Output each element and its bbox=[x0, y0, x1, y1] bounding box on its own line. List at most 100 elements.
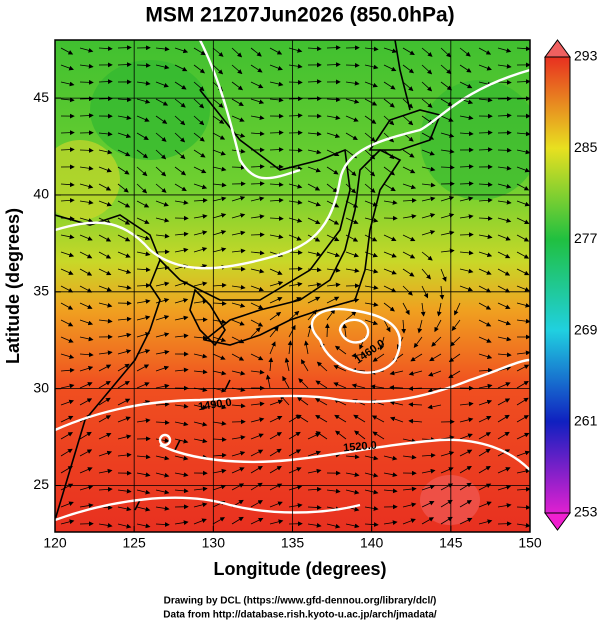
wind-arrow bbox=[288, 47, 303, 53]
wind-arrow bbox=[516, 450, 530, 457]
wind-arrow bbox=[478, 285, 492, 293]
wind-arrow bbox=[174, 64, 188, 72]
y-tick-label: 30 bbox=[33, 379, 49, 395]
wind-arrow bbox=[250, 214, 265, 220]
wind-arrow bbox=[231, 248, 246, 254]
wind-arrow bbox=[193, 438, 208, 444]
wind-arrow bbox=[212, 98, 224, 108]
wind-arrow bbox=[79, 319, 94, 326]
wind-arrow bbox=[383, 520, 398, 525]
wind-arrow bbox=[345, 80, 360, 86]
wind-arrow bbox=[231, 196, 246, 202]
wind-arrow bbox=[155, 298, 170, 304]
wind-arrow bbox=[155, 383, 170, 389]
wind-arrow bbox=[174, 247, 189, 253]
y-tick-label: 25 bbox=[33, 476, 49, 492]
wind-arrow bbox=[155, 315, 170, 321]
wind-arrow bbox=[307, 200, 321, 207]
wind-arrow bbox=[296, 414, 309, 423]
wind-arrow bbox=[345, 62, 360, 68]
wind-arrow bbox=[326, 132, 341, 139]
wind-arrow bbox=[268, 357, 274, 372]
wind-arrow bbox=[364, 166, 376, 177]
wind-arrow bbox=[284, 357, 290, 372]
wind-arrow bbox=[307, 323, 313, 338]
wind-arrow bbox=[193, 281, 208, 287]
wind-arrow bbox=[307, 505, 322, 510]
wind-arrow bbox=[459, 449, 473, 457]
wind-arrow bbox=[383, 488, 398, 494]
wind-arrow bbox=[60, 97, 75, 103]
wind-arrow bbox=[155, 281, 170, 287]
wind-arrow bbox=[174, 333, 189, 339]
wind-arrow bbox=[212, 517, 225, 525]
wind-arrow bbox=[316, 361, 328, 372]
wind-arrow bbox=[497, 113, 512, 118]
wind-arrow bbox=[231, 213, 246, 219]
wind-arrow bbox=[421, 196, 436, 202]
wind-arrow bbox=[516, 486, 530, 492]
wind-arrow bbox=[516, 251, 530, 259]
wind-arrow bbox=[298, 378, 309, 389]
wind-arrow bbox=[420, 302, 426, 317]
wind-arrow bbox=[410, 353, 423, 362]
wind-arrow bbox=[459, 466, 472, 474]
wind-arrow bbox=[193, 335, 208, 341]
wind-arrow bbox=[516, 268, 530, 276]
wind-arrow bbox=[117, 268, 132, 274]
wind-arrow bbox=[117, 363, 130, 372]
wind-arrow bbox=[212, 353, 226, 360]
wind-arrow bbox=[421, 81, 433, 92]
wind-arrow bbox=[421, 517, 435, 525]
wind-arrow bbox=[60, 64, 74, 71]
colorbar-tick-label: 269 bbox=[574, 321, 598, 337]
wind-arrow bbox=[250, 500, 263, 508]
wind-arrow bbox=[421, 166, 436, 172]
wind-arrow bbox=[231, 319, 245, 326]
wind-arrow bbox=[371, 415, 385, 423]
wind-arrow bbox=[269, 326, 279, 338]
wind-arrow bbox=[212, 484, 227, 491]
x-tick-label: 140 bbox=[360, 535, 384, 551]
wind-arrow bbox=[174, 520, 189, 525]
wind-arrow bbox=[383, 98, 395, 108]
wind-arrow bbox=[212, 47, 224, 57]
wind-arrow bbox=[440, 165, 455, 170]
wind-arrow bbox=[79, 302, 93, 309]
wind-arrow bbox=[417, 319, 423, 334]
wind-arrow bbox=[117, 200, 131, 208]
wind-arrow bbox=[497, 199, 512, 205]
wind-arrow bbox=[193, 81, 205, 92]
wind-arrow bbox=[136, 382, 150, 389]
wind-arrow bbox=[212, 230, 227, 236]
wind-arrow bbox=[287, 340, 293, 355]
wind-arrow bbox=[212, 166, 227, 172]
wind-arrow bbox=[174, 115, 186, 126]
wind-arrow bbox=[516, 131, 530, 137]
wind-arrow bbox=[421, 268, 431, 280]
y-tick-label: 40 bbox=[33, 186, 49, 202]
wind-arrow bbox=[288, 250, 303, 255]
wind-arrow bbox=[497, 165, 512, 171]
contour-label: 1520.0 bbox=[343, 439, 378, 454]
wind-arrow bbox=[212, 149, 226, 156]
wind-arrow bbox=[136, 472, 151, 478]
wind-arrow bbox=[288, 63, 303, 69]
wind-arrow bbox=[155, 183, 167, 193]
colorbar-tick-label: 277 bbox=[574, 230, 598, 246]
wind-arrow bbox=[98, 96, 113, 102]
wind-arrow bbox=[174, 298, 189, 304]
wind-arrow bbox=[402, 64, 415, 74]
wind-arrow bbox=[421, 98, 433, 108]
wind-arrow bbox=[174, 403, 189, 409]
wind-arrow bbox=[497, 319, 511, 326]
wind-arrow bbox=[440, 148, 455, 154]
wind-arrow bbox=[136, 283, 151, 288]
wind-arrow bbox=[79, 234, 93, 241]
wind-arrow bbox=[478, 432, 491, 440]
wind-arrow bbox=[231, 47, 243, 58]
wind-arrow bbox=[402, 518, 416, 525]
wind-arrow bbox=[497, 352, 512, 358]
wind-arrow bbox=[307, 131, 322, 137]
wind-arrow bbox=[516, 350, 530, 356]
